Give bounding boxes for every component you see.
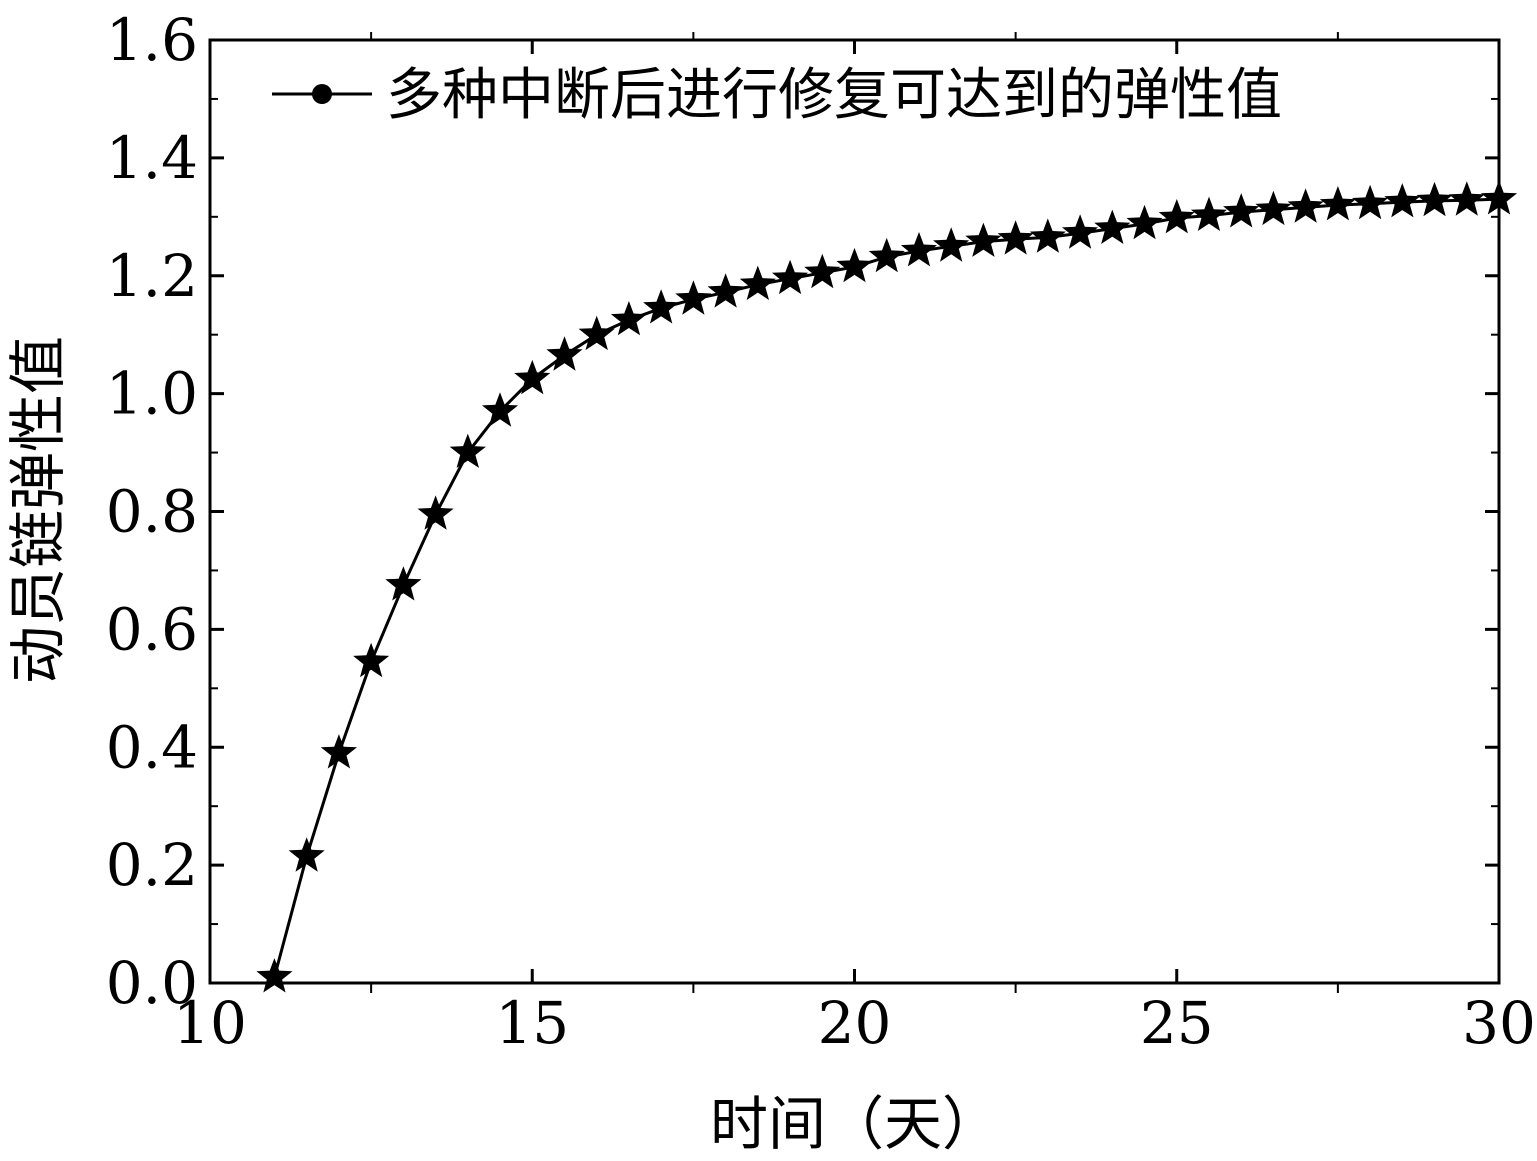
y-tick-label: 0.4: [106, 713, 198, 781]
y-tick-label: 1.4: [106, 124, 198, 192]
data-point: [385, 566, 422, 601]
data-point: [1062, 214, 1099, 249]
data-point: [900, 232, 937, 267]
data-point: [1480, 180, 1518, 215]
series-line: [272, 197, 1500, 978]
x-tick-label: 20: [818, 989, 892, 1057]
data-point: [1448, 181, 1485, 216]
data-point: [1126, 204, 1163, 240]
y-tick-label: 0.2: [106, 831, 198, 899]
data-point: [1029, 218, 1066, 253]
x-tick-label: 10: [173, 989, 247, 1057]
x-tick-label: 30: [1462, 989, 1536, 1057]
ticks: 0.0 0.2 0.4 0.6 0.8 1.0 1.2 1.4 1.6 10 15 20 25 30: [106, 6, 1536, 1057]
data-point: [997, 220, 1034, 255]
data-point: [965, 222, 1002, 257]
data-point: [1384, 183, 1421, 218]
x-tick-label: 25: [1140, 989, 1214, 1057]
data-point: [514, 359, 551, 395]
data-point: [772, 259, 809, 295]
data-point: [482, 392, 519, 427]
y-tick-label: 0.0: [106, 949, 198, 1017]
data-point: [1094, 209, 1131, 244]
legend: 多种中断后进行修复可达到的弹性值: [272, 63, 1282, 128]
data-point: [320, 734, 357, 769]
data-point: [1319, 186, 1356, 221]
y-tick-label: 1.6: [106, 6, 198, 74]
data-point: [643, 289, 680, 324]
axes: [208, 38, 1501, 985]
y-tick-label: 0.6: [106, 595, 198, 663]
y-tick-label: 0.8: [106, 478, 198, 546]
x-tick-label: 15: [495, 989, 569, 1057]
y-axis-title: 动员链弹性值: [4, 336, 72, 684]
data-point: [1255, 190, 1292, 226]
data-point: [288, 837, 325, 872]
data-point: [933, 227, 970, 262]
y-tick-label: 1.0: [106, 360, 198, 428]
data-point: [1287, 188, 1324, 223]
legend-label: 多种中断后进行修复可达到的弹性值: [386, 63, 1282, 128]
y-tick-label: 1.2: [106, 242, 198, 310]
x-axis-title: 时间（天）: [710, 1090, 1000, 1158]
data-point: [1190, 196, 1227, 231]
data-point: [868, 237, 905, 273]
data-point: [256, 958, 293, 993]
data-point: [449, 433, 486, 468]
data-point: [675, 280, 712, 315]
data-point: [1223, 193, 1260, 228]
legend-marker: [312, 84, 332, 104]
data-point: [1158, 199, 1195, 234]
data-point: [546, 336, 583, 371]
data-point: [836, 247, 873, 283]
data-point: [417, 495, 454, 530]
data-point: [804, 253, 841, 289]
data-point: [610, 301, 647, 336]
data-point: [578, 315, 615, 351]
data-point: [707, 273, 744, 308]
data-point: [1416, 181, 1453, 217]
series-layer: [256, 180, 1518, 993]
data-point: [353, 642, 390, 678]
data-point: [1352, 184, 1389, 220]
data-point: [739, 265, 776, 300]
plot-frame: [208, 38, 1501, 985]
